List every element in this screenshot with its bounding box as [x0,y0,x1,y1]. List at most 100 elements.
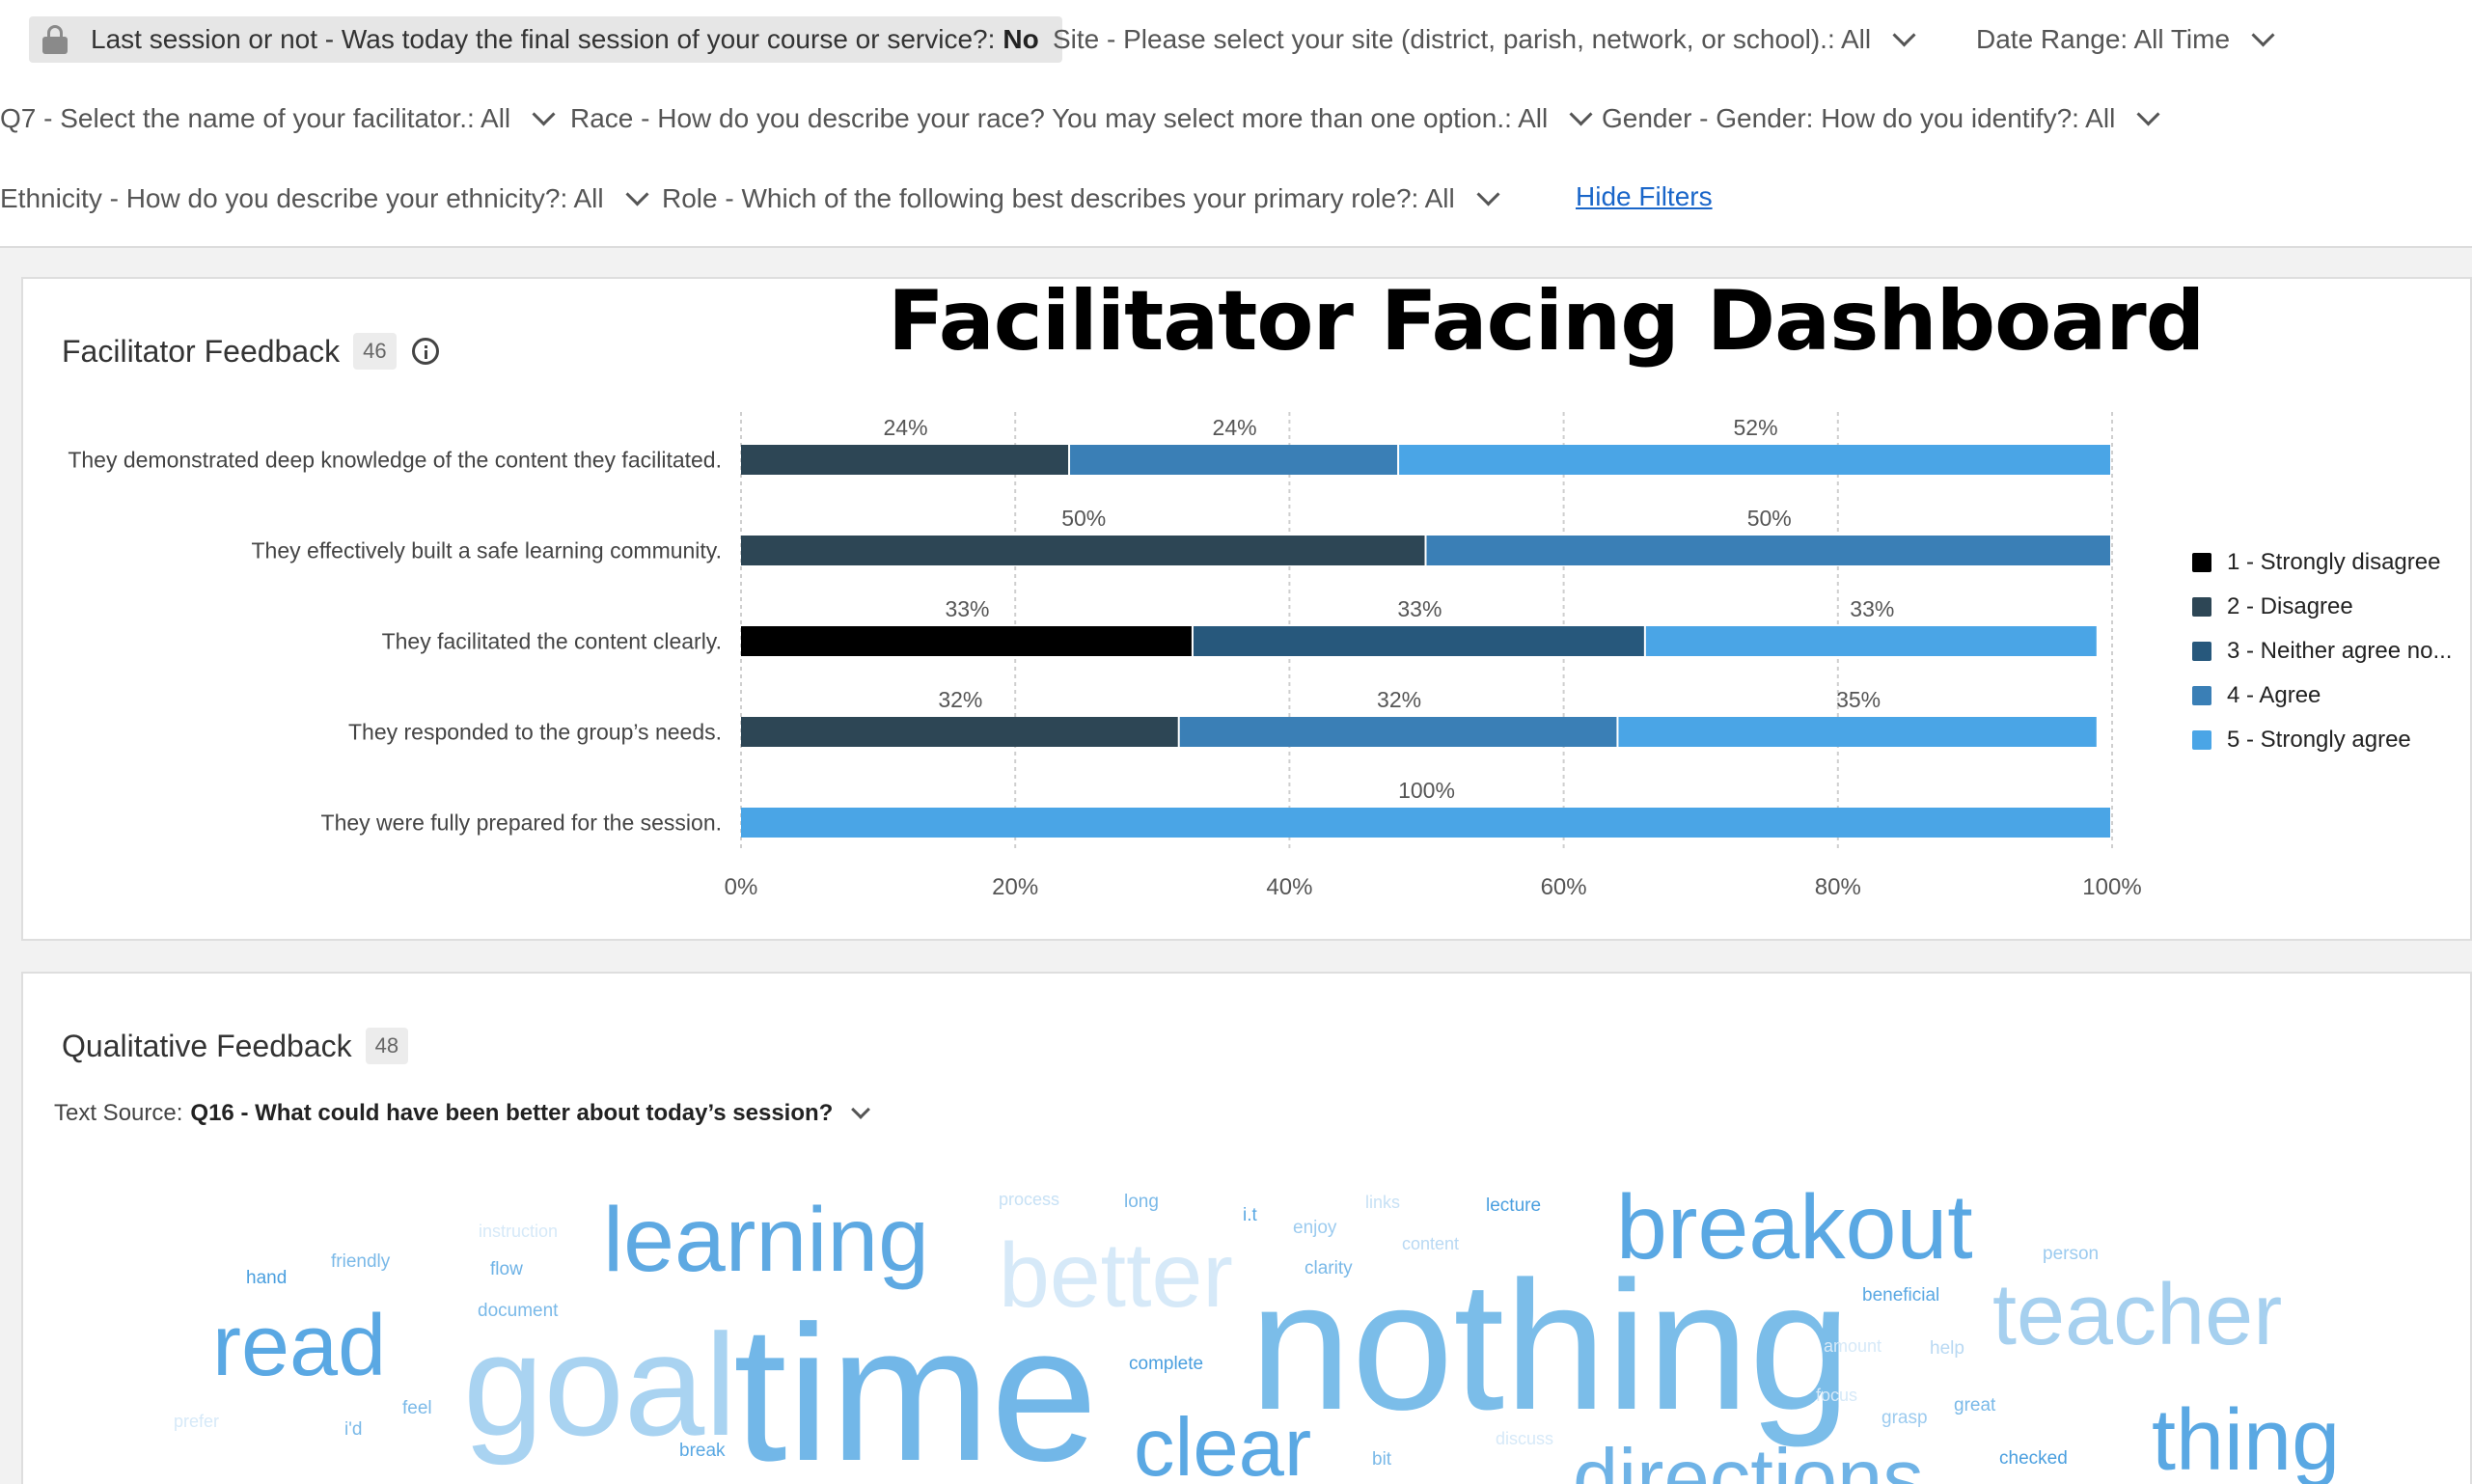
data-label: 33% [1397,596,1442,621]
word-cloud-word[interactable]: hand [246,1268,288,1288]
bar-segment [741,536,1425,565]
data-label: 33% [945,596,989,621]
data-label: 52% [1734,415,1778,440]
word-cloud-word[interactable]: clarity [1305,1258,1353,1278]
qualitative-feedback-widget [21,972,2472,1484]
qualitative-feedback-header: Qualitative Feedback 48 [62,1028,409,1064]
legend-swatch [2192,597,2211,617]
category-label: They facilitated the content clearly. [382,629,722,654]
bar-segment [741,808,2110,838]
response-count-badge: 46 [353,333,397,370]
word-cloud-word[interactable]: amount [1824,1336,1882,1356]
legend-swatch [2192,642,2211,661]
legend-item[interactable]: 5 - Strongly agree [2192,718,2452,762]
word-cloud-word[interactable]: person [2043,1244,2100,1264]
date-range-filter[interactable]: Date Range: All Time [1976,22,2275,55]
legend-label: 4 - Agree [2227,682,2321,708]
legend-label: 3 - Neither agree no... [2227,638,2453,664]
word-cloud-word[interactable]: breakout [1616,1176,1973,1278]
legend-item[interactable]: 2 - Disagree [2192,585,2452,629]
legend-item[interactable]: 1 - Strongly disagree [2192,540,2452,585]
word-cloud-word[interactable]: beneficial [1862,1285,1940,1305]
word-cloud-word[interactable]: nothing [1250,1244,1852,1448]
text-source-dropdown[interactable]: Text Source: Q16 - What could have been … [54,1100,871,1127]
category-label: They effectively built a safe learning c… [252,538,723,563]
category-label: They responded to the group’s needs. [348,720,722,745]
race-filter-label: Race - How do you describe your race? Yo… [570,103,1549,133]
role-filter-label: Role - Which of the following best descr… [662,183,1455,213]
date-range-filter-label: Date Range: All Time [1976,24,2231,54]
response-count-badge: 48 [365,1028,409,1064]
role-filter[interactable]: Role - Which of the following best descr… [662,181,1500,214]
word-cloud-word[interactable]: complete [1129,1354,1204,1374]
hide-filters-link[interactable]: Hide Filters [1576,181,1713,211]
facilitator-feedback-header: Facilitator Feedback 46 [62,333,439,370]
word-cloud-word[interactable]: better [999,1224,1233,1327]
word-cloud-word[interactable]: help [1930,1338,1964,1359]
word-cloud-word[interactable]: content [1402,1234,1460,1253]
category-label: They were fully prepared for the session… [321,811,722,836]
word-cloud-word[interactable]: instruction [479,1222,559,1241]
filter-bar: Last session or not - Was today the fina… [0,0,2472,248]
legend-item[interactable]: 4 - Agree [2192,673,2452,718]
x-tick-label: 60% [1541,874,1587,900]
word-cloud-word[interactable]: read [212,1298,387,1394]
x-tick-label: 40% [1266,874,1312,900]
bar-segment [1070,445,1398,475]
bar-segment [1193,626,1644,656]
x-tick-label: 100% [2082,874,2141,900]
word-cloud-word[interactable]: i.t [1243,1205,1257,1225]
chart-legend: 1 - Strongly disagree 2 - Disagree 3 - Nei… [2192,540,2452,762]
gender-filter[interactable]: Gender - Gender: How do you identify?: A… [1602,101,2160,134]
word-cloud-word[interactable]: checked [1999,1448,2068,1469]
word-cloud-word[interactable]: i'd [344,1419,363,1440]
word-cloud-word[interactable]: directions [1573,1433,1924,1484]
text-source-value: Q16 - What could have been better about … [190,1100,834,1126]
bar-segment [1426,536,2110,565]
word-cloud-word[interactable]: discuss [1496,1429,1554,1448]
word-cloud-word[interactable]: focus [1816,1386,1858,1405]
word-cloud-word[interactable]: flow [490,1259,523,1279]
data-label: 50% [1061,506,1106,531]
word-cloud-word[interactable]: goal [463,1304,737,1466]
word-cloud-word[interactable]: process [999,1190,1060,1209]
facilitator-filter[interactable]: Q7 - Select the name of your facilitator… [0,101,556,134]
dashboard-title: Facilitator Facing Dashboard [888,273,2205,370]
word-cloud-word[interactable]: learning [603,1189,930,1291]
data-label: 100% [1398,778,1455,803]
word-cloud-word[interactable]: document [478,1301,559,1321]
ethnicity-filter[interactable]: Ethnicity - How do you describe your eth… [0,181,649,214]
data-label: 24% [883,415,927,440]
last-session-filter-value: No [1003,24,1039,54]
word-cloud-word[interactable]: great [1954,1395,1996,1415]
site-filter[interactable]: Site - Please select your site (district… [1053,22,1916,55]
word-cloud-word[interactable]: prefer [174,1412,220,1431]
facilitator-feedback-chart: 0% 20% 40% 60% 80% 100% They demonstrated deep… [68,412,2142,900]
bar-segment [1179,717,1617,747]
word-cloud-word[interactable]: feel [402,1398,432,1418]
site-filter-label: Site - Please select your site (district… [1053,24,1872,54]
legend-item[interactable]: 3 - Neither agree no... [2192,629,2452,673]
race-filter[interactable]: Race - How do you describe your race? Yo… [570,101,1593,134]
word-cloud-word[interactable]: friendly [331,1251,391,1272]
bar-segment [741,717,1178,747]
word-cloud-word[interactable]: bit [1372,1449,1392,1470]
bar-segment [741,626,1192,656]
word-cloud-word[interactable]: teacher [1992,1267,2283,1363]
word-cloud-word[interactable]: enjoy [1293,1218,1337,1238]
x-tick-label: 0% [725,874,758,900]
info-icon[interactable] [411,338,439,365]
legend-label: 1 - Strongly disagree [2227,549,2441,575]
data-label: 32% [938,687,982,712]
category-label: They demonstrated deep knowledge of the … [68,448,722,473]
word-cloud-word[interactable]: long [1124,1192,1159,1212]
word-cloud-word[interactable]: break [679,1441,726,1461]
word-cloud-word[interactable]: time [733,1286,1098,1484]
word-cloud-word[interactable]: grasp [1881,1408,1928,1428]
word-cloud-word[interactable]: links [1365,1193,1401,1212]
word-cloud-word[interactable]: clear [1134,1402,1312,1484]
word-cloud-word[interactable]: lecture [1486,1195,1542,1216]
word-cloud-word[interactable]: thing [2152,1392,2341,1484]
legend-swatch [2192,730,2211,750]
